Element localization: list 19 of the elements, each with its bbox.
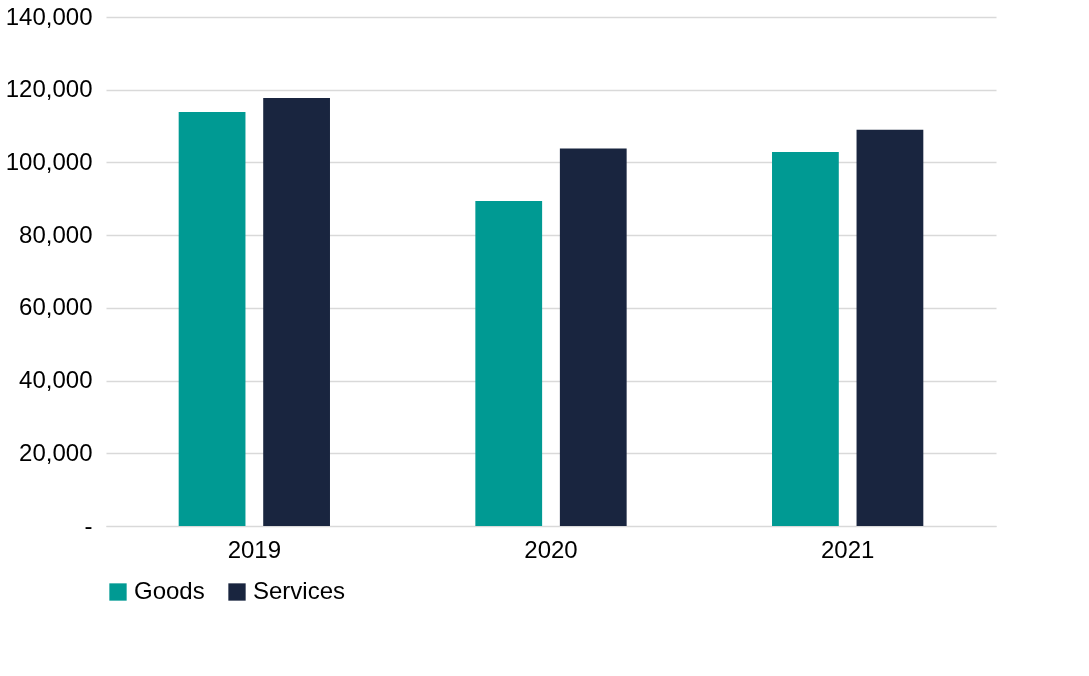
- y-tick-label: 20,000: [19, 438, 93, 466]
- bar: [263, 98, 330, 526]
- legend-label: Goods: [134, 577, 205, 604]
- bar: [475, 200, 543, 526]
- bar: [772, 151, 839, 526]
- x-tick-label: 2021: [820, 535, 875, 563]
- bar: [178, 111, 246, 526]
- y-tick-label: 40,000: [19, 366, 93, 394]
- legend-label: Services: [253, 577, 346, 604]
- bar: [856, 129, 924, 526]
- x-tick-label: 2020: [524, 535, 578, 563]
- y-tick-label: 100,000: [5, 147, 93, 175]
- bar: [559, 148, 627, 526]
- y-tick-label: 80,000: [19, 220, 93, 248]
- y-tick-label: -: [84, 511, 93, 539]
- y-tick-label: 140,000: [5, 2, 93, 30]
- y-tick-label: 120,000: [5, 75, 93, 103]
- x-tick-label: 2019: [227, 535, 282, 563]
- y-tick-label: 60,000: [19, 293, 93, 321]
